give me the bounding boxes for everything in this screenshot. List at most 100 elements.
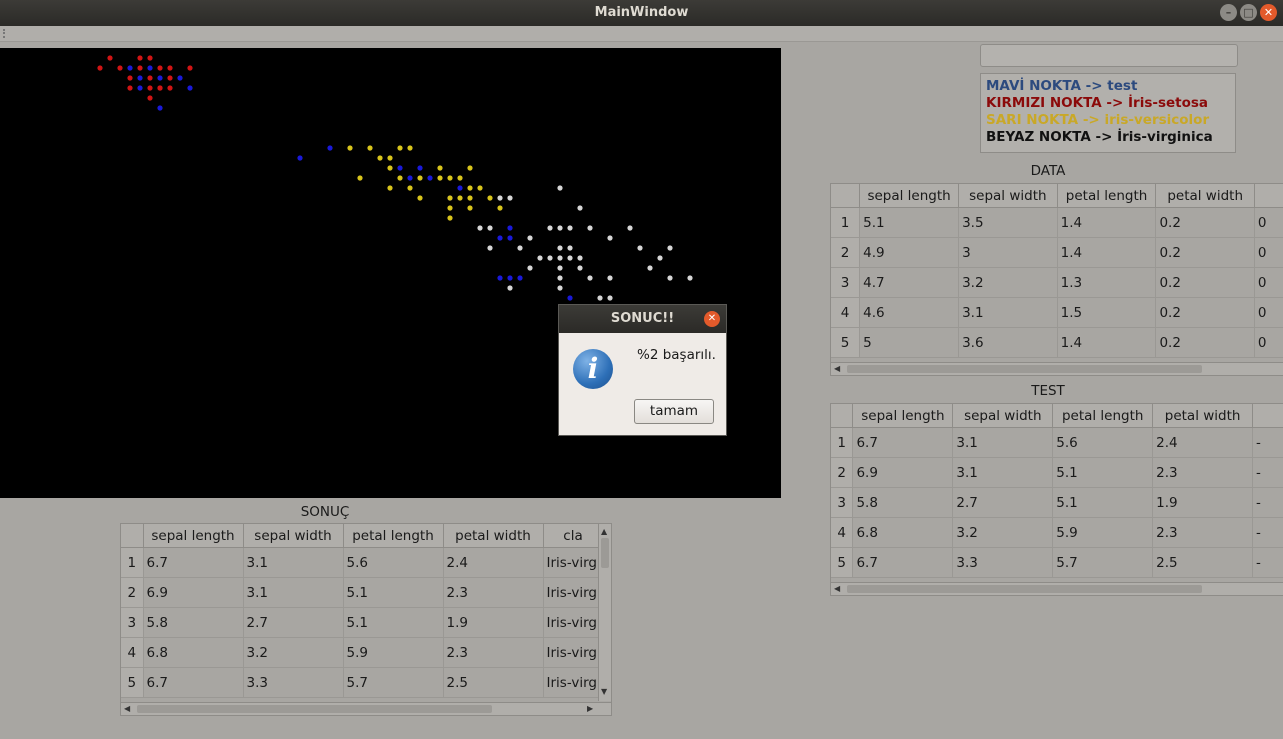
data-col-header[interactable]: [1254, 184, 1283, 208]
table-cell[interactable]: 1.4: [1057, 207, 1157, 238]
table-cell[interactable]: 5.7: [343, 667, 444, 698]
table-cell[interactable]: 0: [1254, 267, 1283, 298]
table-cell[interactable]: 5.8: [852, 487, 954, 518]
table-cell[interactable]: 0.2: [1155, 267, 1255, 298]
table-cell[interactable]: 0: [1254, 207, 1283, 238]
test-hscroll-handle[interactable]: [847, 585, 1202, 593]
table-cell[interactable]: Iris-virg: [543, 607, 604, 638]
data-col-header[interactable]: petal width: [1155, 184, 1255, 208]
row-header[interactable]: 3: [831, 267, 861, 298]
table-cell[interactable]: -: [1252, 457, 1283, 488]
table-cell[interactable]: -: [1252, 547, 1283, 578]
table-cell[interactable]: 2.3: [1152, 517, 1254, 548]
table-cell[interactable]: 3.3: [952, 547, 1054, 578]
data-hscrollbar[interactable]: ◀: [831, 362, 1283, 375]
table-cell[interactable]: 2.7: [952, 487, 1054, 518]
table-cell[interactable]: 1.4: [1057, 237, 1157, 268]
table-cell[interactable]: Iris-virg: [543, 667, 604, 698]
close-window-button[interactable]: ✕: [1260, 4, 1277, 21]
table-cell[interactable]: 5.6: [343, 547, 444, 578]
table-cell[interactable]: 0.2: [1155, 297, 1255, 328]
result-vscroll-handle[interactable]: [601, 538, 609, 568]
table-cell[interactable]: -: [1252, 517, 1283, 548]
table-cell[interactable]: Iris-virg: [543, 547, 604, 578]
row-header[interactable]: 2: [831, 457, 854, 488]
table-cell[interactable]: -: [1252, 487, 1283, 518]
table-cell[interactable]: 5.7: [1052, 547, 1154, 578]
row-header[interactable]: 4: [831, 517, 854, 548]
table-cell[interactable]: 0: [1254, 297, 1283, 328]
table-cell[interactable]: 5.1: [343, 607, 444, 638]
row-header[interactable]: 3: [121, 607, 144, 638]
table-cell[interactable]: 5.1: [859, 207, 960, 238]
table-cell[interactable]: 5.1: [1052, 487, 1154, 518]
row-header[interactable]: 5: [831, 327, 861, 358]
scroll-left-arrow-icon[interactable]: ◀: [834, 584, 841, 593]
table-cell[interactable]: 2.4: [1152, 427, 1254, 458]
scroll-up-arrow-icon[interactable]: ▲: [601, 527, 608, 536]
row-header[interactable]: 2: [121, 577, 144, 608]
table-cell[interactable]: 3.3: [243, 667, 344, 698]
table-cell[interactable]: 3.1: [958, 297, 1058, 328]
toolbar-grip[interactable]: [3, 29, 9, 38]
test-col-header[interactable]: sepal length: [852, 404, 954, 428]
table-cell[interactable]: 0.2: [1155, 207, 1255, 238]
row-header[interactable]: 5: [121, 667, 144, 698]
table-cell[interactable]: 1.5: [1057, 297, 1157, 328]
table-cell[interactable]: Iris-virg: [543, 637, 604, 668]
table-cell[interactable]: 6.8: [143, 637, 244, 668]
table-cell[interactable]: 1.3: [1057, 267, 1157, 298]
table-cell[interactable]: 3.6: [958, 327, 1058, 358]
row-header[interactable]: 2: [831, 237, 861, 268]
table-cell[interactable]: 6.7: [143, 667, 244, 698]
table-cell[interactable]: 3.1: [952, 457, 1054, 488]
top-input-field[interactable]: [980, 44, 1238, 67]
table-cell[interactable]: -: [1252, 427, 1283, 458]
table-cell[interactable]: 3.2: [243, 637, 344, 668]
table-cell[interactable]: 6.9: [143, 577, 244, 608]
table-cell[interactable]: 2.3: [443, 637, 544, 668]
table-cell[interactable]: 1.9: [1152, 487, 1254, 518]
scroll-right-arrow-icon[interactable]: ▶: [587, 704, 594, 713]
table-cell[interactable]: 6.9: [852, 457, 954, 488]
table-cell[interactable]: 3.5: [958, 207, 1058, 238]
table-cell[interactable]: 3: [958, 237, 1058, 268]
row-header[interactable]: 4: [831, 297, 861, 328]
result-hscrollbar[interactable]: ◀ ▶: [121, 702, 611, 715]
table-cell[interactable]: 5.1: [1052, 457, 1154, 488]
row-header[interactable]: 1: [831, 427, 854, 458]
table-cell[interactable]: Iris-virg: [543, 577, 604, 608]
table-cell[interactable]: 0.2: [1155, 237, 1255, 268]
table-cell[interactable]: 2.4: [443, 547, 544, 578]
test-col-header[interactable]: [1252, 404, 1283, 428]
table-cell[interactable]: 3.1: [243, 547, 344, 578]
test-col-header[interactable]: petal length: [1052, 404, 1154, 428]
table-cell[interactable]: 5.1: [343, 577, 444, 608]
result-col-header[interactable]: petal width: [443, 524, 544, 548]
table-cell[interactable]: 0.2: [1155, 327, 1255, 358]
table-cell[interactable]: 4.9: [859, 237, 960, 268]
dialog-close-button[interactable]: ✕: [704, 311, 720, 327]
result-col-header[interactable]: petal length: [343, 524, 444, 548]
table-cell[interactable]: 1.9: [443, 607, 544, 638]
table-cell[interactable]: 4.7: [859, 267, 960, 298]
table-cell[interactable]: 2.5: [1152, 547, 1254, 578]
result-vscrollbar[interactable]: ▲ ▼: [598, 524, 611, 701]
scroll-down-arrow-icon[interactable]: ▼: [601, 687, 608, 696]
data-col-header[interactable]: sepal length: [859, 184, 960, 208]
test-hscrollbar[interactable]: ◀: [831, 582, 1283, 595]
row-header[interactable]: 5: [831, 547, 854, 578]
table-cell[interactable]: 1.4: [1057, 327, 1157, 358]
scroll-left-arrow-icon[interactable]: ◀: [834, 364, 841, 373]
data-col-header[interactable]: petal length: [1057, 184, 1157, 208]
table-cell[interactable]: 0: [1254, 327, 1283, 358]
table-cell[interactable]: 2.7: [243, 607, 344, 638]
scroll-left-arrow-icon[interactable]: ◀: [124, 704, 131, 713]
minimize-button[interactable]: –: [1220, 4, 1237, 21]
test-col-header[interactable]: sepal width: [952, 404, 1054, 428]
table-cell[interactable]: 6.7: [852, 547, 954, 578]
table-cell[interactable]: 3.1: [952, 427, 1054, 458]
table-cell[interactable]: 4.6: [859, 297, 960, 328]
table-cell[interactable]: 6.7: [852, 427, 954, 458]
table-cell[interactable]: 6.8: [852, 517, 954, 548]
